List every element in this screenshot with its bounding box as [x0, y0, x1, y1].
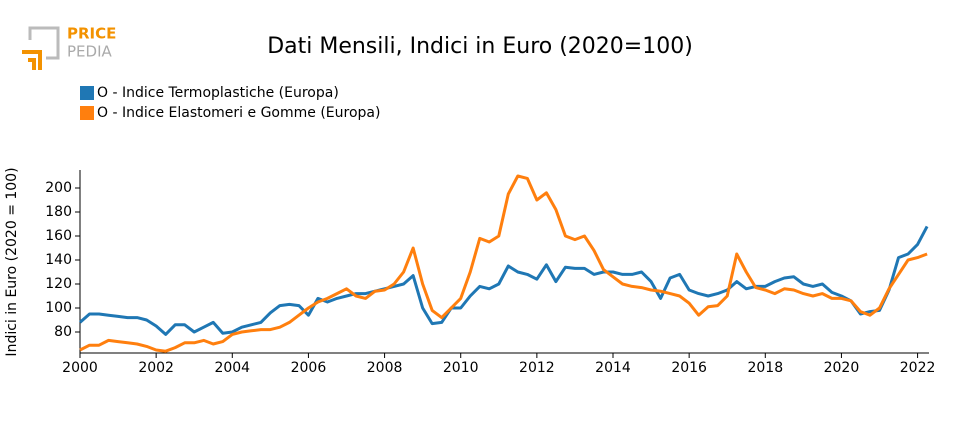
- logo-mark: [22, 50, 42, 70]
- x-tick-label: 2002: [138, 360, 174, 376]
- y-tick-label: 140: [45, 252, 72, 268]
- y-axis-label: Indici in Euro (2020 = 100): [4, 167, 20, 356]
- legend-label: O - Indice Elastomeri e Gomme (Europa): [97, 105, 380, 121]
- legend-swatch: [80, 86, 94, 100]
- legend: O - Indice Termoplastiche (Europa) O - In…: [80, 85, 380, 121]
- y-tick-label: 100: [45, 300, 72, 316]
- logo-text: PRICE: [67, 25, 116, 43]
- logo-mark: [28, 26, 60, 60]
- x-tick-label: 2008: [367, 360, 403, 376]
- legend-swatch: [80, 106, 94, 120]
- y-tick-label: 120: [45, 276, 72, 292]
- x-tick-label: 2004: [214, 360, 250, 376]
- logo: PRICE PEDIA: [22, 25, 116, 70]
- x-tick-label: 2014: [595, 360, 631, 376]
- chart-title: Dati Mensili, Indici in Euro (2020=100): [267, 34, 693, 59]
- y-tick-label: 160: [45, 228, 72, 244]
- line-series: [79, 225, 929, 336]
- logo-text: PEDIA: [67, 43, 112, 61]
- y-tick-label: 180: [45, 204, 72, 220]
- x-tick-label: 2006: [291, 360, 327, 376]
- x-tick-label: 2010: [443, 360, 479, 376]
- x-tick-label: 2000: [62, 360, 98, 376]
- x-tick-label: 2012: [519, 360, 555, 376]
- x-tick-label: 2022: [900, 360, 936, 376]
- y-tick-label: 80: [54, 324, 72, 340]
- x-tick-label: 2016: [671, 360, 707, 376]
- x-tick-label: 2020: [824, 360, 860, 376]
- y-tick-label: 200: [45, 180, 72, 196]
- legend-label: O - Indice Termoplastiche (Europa): [97, 85, 339, 101]
- line-series: [79, 174, 928, 353]
- x-tick-label: 2018: [747, 360, 783, 376]
